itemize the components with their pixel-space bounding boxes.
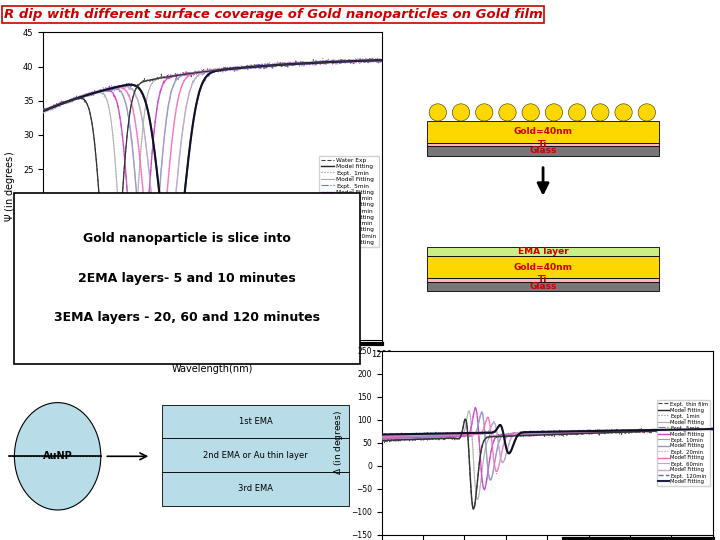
Circle shape (638, 104, 655, 121)
Bar (427, 282, 660, 291)
Bar (427, 256, 660, 278)
Circle shape (429, 104, 446, 121)
Legend: Water Exp, Model fitting, Expt._1min, Model Fitting, Expt._5min, Model Fitting, : Water Exp, Model fitting, Expt._1min, Mo… (319, 156, 379, 247)
Circle shape (14, 403, 101, 510)
Bar (427, 143, 660, 146)
Text: Glass: Glass (529, 282, 557, 291)
Text: EMA layer: EMA layer (518, 247, 568, 256)
Text: Gold nanoparticle is slice into: Gold nanoparticle is slice into (84, 232, 291, 245)
Text: Ti: Ti (539, 275, 548, 285)
Text: 3EMA layers - 20, 60 and 120 minutes: 3EMA layers - 20, 60 and 120 minutes (54, 311, 320, 324)
Text: Glass: Glass (529, 146, 557, 156)
Text: Gold=40nm: Gold=40nm (513, 263, 572, 272)
Circle shape (569, 104, 586, 121)
Text: 2EMA layers- 5 and 10 minutes: 2EMA layers- 5 and 10 minutes (78, 272, 296, 285)
FancyBboxPatch shape (14, 193, 360, 363)
Text: R dip with different surface coverage of Gold nanoparticles on Gold film: R dip with different surface coverage of… (4, 8, 542, 21)
Circle shape (476, 104, 493, 121)
Circle shape (545, 104, 562, 121)
Text: Gold=40nm: Gold=40nm (513, 127, 572, 136)
Y-axis label: $\Psi$ (in degrees): $\Psi$ (in degrees) (4, 151, 17, 222)
Text: 1st EMA: 1st EMA (239, 417, 272, 426)
Bar (427, 247, 660, 256)
Circle shape (499, 104, 516, 121)
Text: 3rd EMA: 3rd EMA (238, 484, 273, 493)
Circle shape (592, 104, 609, 121)
Bar (162, 438, 349, 472)
Text: AuNP: AuNP (42, 451, 73, 461)
Bar (427, 146, 660, 156)
Bar (162, 405, 349, 438)
Bar (427, 121, 660, 143)
Circle shape (615, 104, 632, 121)
Bar (162, 472, 349, 505)
Text: Ti: Ti (539, 140, 548, 149)
Y-axis label: $\Delta$ (in degrees): $\Delta$ (in degrees) (333, 410, 346, 475)
Circle shape (452, 104, 469, 121)
X-axis label: Wavelength(nm): Wavelength(nm) (171, 364, 253, 374)
Bar (427, 278, 660, 282)
Legend: Expt._thin film, Model Fitting, Expt._1min, Model Fitting, Expt._5min, Model Fit: Expt._thin film, Model Fitting, Expt._1m… (657, 400, 710, 486)
Text: 2nd EMA or Au thin layer: 2nd EMA or Au thin layer (203, 451, 308, 460)
Circle shape (522, 104, 539, 121)
